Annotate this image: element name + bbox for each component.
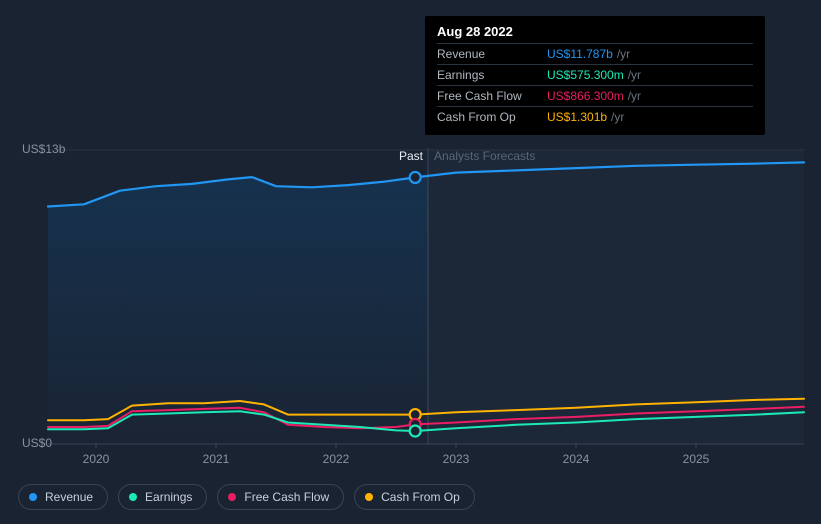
legend-item[interactable]: Earnings xyxy=(118,484,207,510)
past-label: Past xyxy=(399,149,423,163)
legend-item[interactable]: Cash From Op xyxy=(354,484,475,510)
chart-tooltip: Aug 28 2022 RevenueUS$11.787b/yrEarnings… xyxy=(425,16,765,135)
tooltip-row-value: US$866.300m xyxy=(547,89,624,103)
chart-legend: Revenue Earnings Free Cash Flow Cash From O… xyxy=(18,484,475,510)
forecast-label: Analysts Forecasts xyxy=(434,149,535,163)
tooltip-row-label: Revenue xyxy=(437,47,547,61)
x-axis-label: 2022 xyxy=(323,452,350,466)
legend-item-label: Cash From Op xyxy=(381,490,460,504)
y-axis-label: US$0 xyxy=(22,436,52,450)
tooltip-row-unit: /yr xyxy=(617,47,630,61)
tooltip-row: Cash From OpUS$1.301b/yr xyxy=(437,106,753,127)
tooltip-row-label: Earnings xyxy=(437,68,547,82)
x-axis-label: 2023 xyxy=(443,452,470,466)
tooltip-row: RevenueUS$11.787b/yr xyxy=(437,43,753,64)
tooltip-row-value: US$575.300m xyxy=(547,68,624,82)
tooltip-row-value: US$11.787b xyxy=(547,47,613,61)
tooltip-row-label: Cash From Op xyxy=(437,110,547,124)
tooltip-date: Aug 28 2022 xyxy=(437,24,753,43)
financial-forecast-chart: Aug 28 2022 RevenueUS$11.787b/yrEarnings… xyxy=(0,0,821,524)
tooltip-row: Free Cash FlowUS$866.300m/yr xyxy=(437,85,753,106)
legend-dot-icon xyxy=(228,493,236,501)
tooltip-rows: RevenueUS$11.787b/yrEarningsUS$575.300m/… xyxy=(437,43,753,127)
x-axis-label: 2024 xyxy=(563,452,590,466)
legend-item[interactable]: Free Cash Flow xyxy=(217,484,344,510)
legend-dot-icon xyxy=(129,493,137,501)
y-axis-label: US$13b xyxy=(22,142,65,156)
legend-item-label: Free Cash Flow xyxy=(244,490,329,504)
tooltip-row-unit: /yr xyxy=(628,68,641,82)
legend-dot-icon xyxy=(29,493,37,501)
tooltip-row-value: US$1.301b xyxy=(547,110,607,124)
legend-item[interactable]: Revenue xyxy=(18,484,108,510)
legend-item-label: Earnings xyxy=(145,490,192,504)
tooltip-row-label: Free Cash Flow xyxy=(437,89,547,103)
legend-item-label: Revenue xyxy=(45,490,93,504)
x-axis-label: 2021 xyxy=(203,452,230,466)
x-axis-label: 2020 xyxy=(83,452,110,466)
x-axis-label: 2025 xyxy=(683,452,710,466)
tooltip-row: EarningsUS$575.300m/yr xyxy=(437,64,753,85)
tooltip-row-unit: /yr xyxy=(611,110,624,124)
tooltip-row-unit: /yr xyxy=(628,89,641,103)
legend-dot-icon xyxy=(365,493,373,501)
